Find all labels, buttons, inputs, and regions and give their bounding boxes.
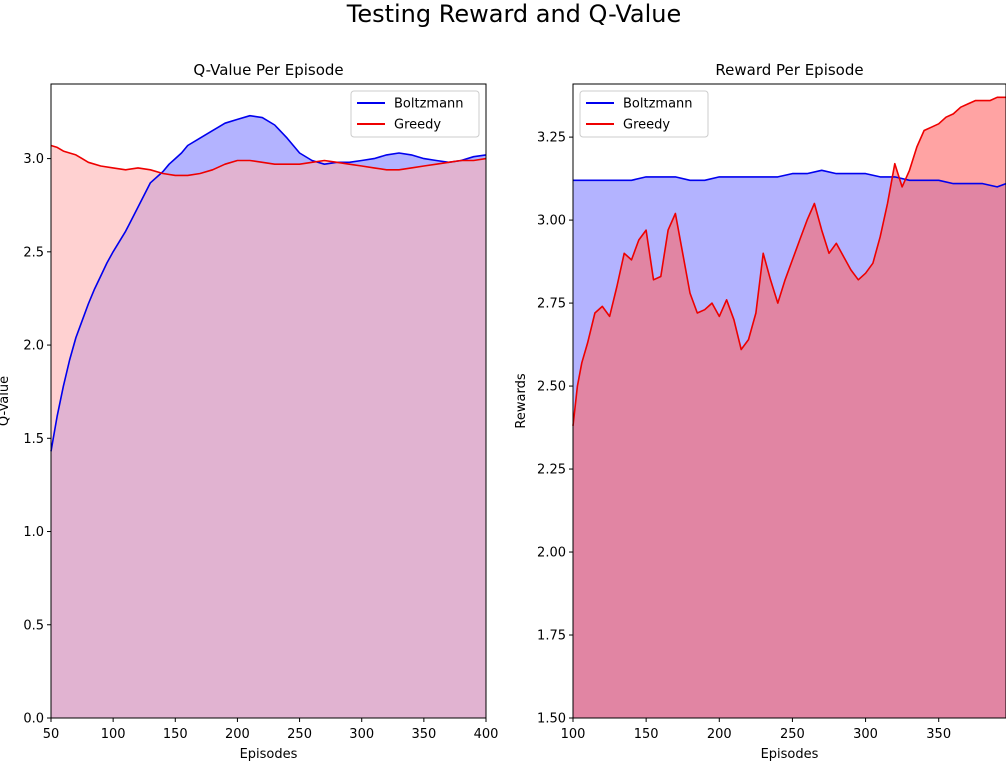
reward-y-tick-label: 2.25 <box>537 463 566 478</box>
reward-y-axis-label: Rewards <box>514 373 529 428</box>
reward-y-tick-label: 1.75 <box>537 629 566 644</box>
qvalue-y-tick-label: 3.0 <box>23 152 44 167</box>
qvalue-y-tick-label: 1.5 <box>23 432 44 447</box>
reward-x-tick-label: 350 <box>926 727 951 742</box>
qvalue-y-tick-label: 1.0 <box>23 525 44 540</box>
reward-x-axis-label: Episodes <box>761 747 819 762</box>
reward-plot-marks: 100 150 200 250 300 350 1.50 1.75 2.00 2.25 2.50 2.… <box>537 83 1006 742</box>
qvalue-y-tick-label: 0.0 <box>23 712 44 727</box>
reward-x-tick-label: 100 <box>561 727 586 742</box>
qvalue-x-tick-label: 100 <box>101 727 126 742</box>
qvalue-x-tick-label: 250 <box>287 727 312 742</box>
qvalue-greedy-line <box>50 144 487 177</box>
qvalue-x-tick-label: 50 <box>43 727 60 742</box>
qvalue-x-tick-label: 150 <box>163 727 188 742</box>
reward-y-tick-label: 1.50 <box>537 712 566 727</box>
qvalue-legend: Boltzmann Greedy <box>350 90 480 138</box>
qvalue-plot-title: Q-Value Per Episode <box>193 61 343 79</box>
reward-greedy-line <box>572 96 1006 426</box>
qvalue-plot: Q-Value Per Episode Episodes Q-Value 50 1… <box>0 61 498 762</box>
qvalue-legend-label-greedy: Greedy <box>394 118 441 133</box>
qvalue-y-tick-label: 2.0 <box>23 339 44 354</box>
reward-x-tick-label: 250 <box>780 727 805 742</box>
reward-x-tick-label: 200 <box>707 727 732 742</box>
qvalue-x-tick-label: 200 <box>225 727 250 742</box>
qvalue-y-tick-label: 2.5 <box>23 245 44 260</box>
reward-axes-frame <box>572 83 1006 719</box>
reward-legend-label-greedy: Greedy <box>623 118 670 133</box>
qvalue-y-tick-label: 0.5 <box>23 618 44 633</box>
qvalue-boltzmann-line <box>50 114 487 452</box>
qvalue-x-tick-label: 400 <box>474 727 499 742</box>
qvalue-legend-label-boltzmann: Boltzmann <box>394 97 464 112</box>
reward-plot-title: Reward Per Episode <box>715 61 863 79</box>
qvalue-x-tick-label: 350 <box>411 727 436 742</box>
qvalue-x-axis-label: Episodes <box>240 747 298 762</box>
reward-y-tick-label: 3.00 <box>537 214 566 229</box>
qvalue-x-tick-label: 300 <box>349 727 374 742</box>
reward-greedy-area <box>573 97 1006 719</box>
reward-y-tick-label: 2.00 <box>537 546 566 561</box>
reward-y-tick-label: 2.75 <box>537 297 566 312</box>
qvalue-axes-frame <box>50 83 487 719</box>
qvalue-plot-marks: 50 100 150 200 250 300 350 400 0.0 0.5 1.0 1.5 2.0 2.… <box>23 83 499 742</box>
reward-legend-label-boltzmann: Boltzmann <box>623 97 693 112</box>
reward-y-tick-label: 2.50 <box>537 380 566 395</box>
qvalue-greedy-area <box>51 145 486 718</box>
reward-x-tick-label: 150 <box>634 727 659 742</box>
reward-x-tick-label: 300 <box>853 727 878 742</box>
reward-boltzmann-line <box>573 169 1006 188</box>
qvalue-y-axis-label: Q-Value <box>0 376 12 426</box>
figure-title: Testing Reward and Q-Value <box>346 0 682 28</box>
reward-y-tick-label: 3.25 <box>537 131 566 146</box>
reward-legend: Boltzmann Greedy <box>579 90 709 138</box>
reward-plot: Reward Per Episode Episodes Rewards 100 1… <box>514 61 1006 762</box>
